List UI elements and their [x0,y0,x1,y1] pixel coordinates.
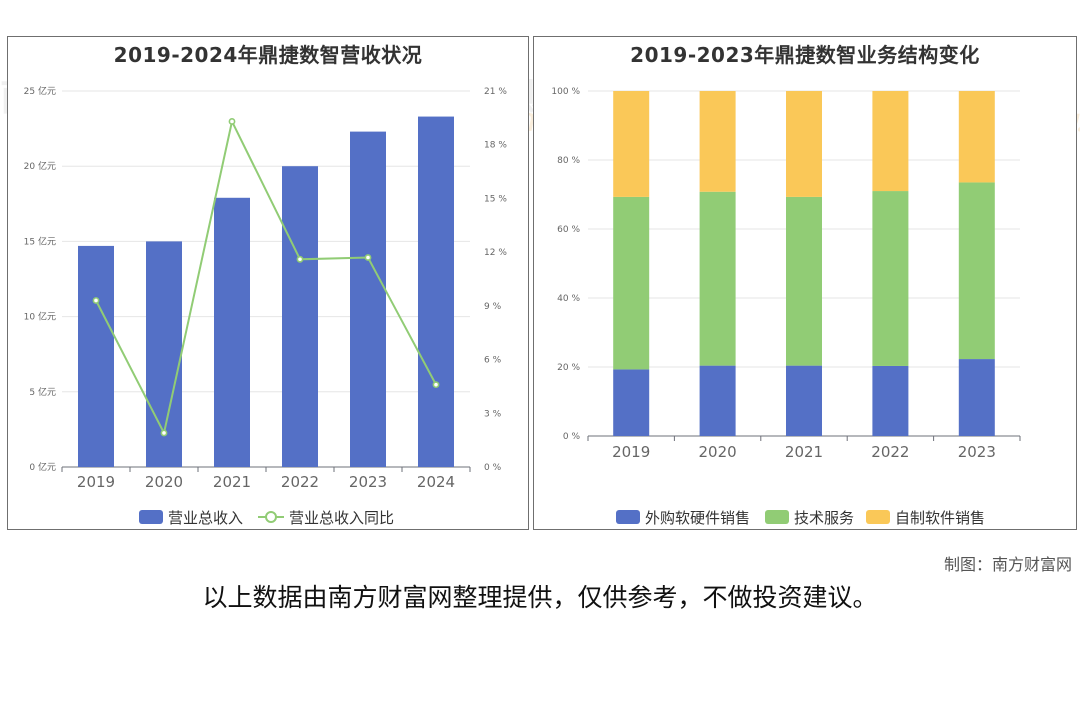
x-axis-tick-label: 2020 [145,473,183,491]
right-axis-tick-label: 12 % [484,248,507,258]
y-axis-tick-label: 80 % [557,156,580,166]
revenue-chart-canvas: 0 亿元 5 亿元 10 亿元 15 亿元 20 亿元 25 亿元 0 % 3 % 6 % 9 %… [24,85,508,527]
legend-swatch [866,510,890,524]
right-axis-tick-label: 6 % [484,356,502,366]
revenue-growth-point [364,254,372,261]
revenue-bar [78,245,114,467]
legend-label-growth: 营业总收入同比 [289,509,394,527]
y-axis-tick-label: 60 % [557,225,580,235]
revenue-bar [350,131,386,467]
revenue-bar [282,166,318,467]
stacked-bar-segment [786,196,822,366]
x-axis-tick-label: 2024 [417,473,455,491]
stacked-bar-segment [872,191,909,366]
revenue-bar [214,197,250,467]
stacked-bar-segment [699,191,736,366]
y-axis-tick-label: 100 % [551,87,580,97]
right-axis-tick-label: 9 % [484,302,502,312]
stacked-bar-segment [872,365,909,436]
right-axis-tick-label: 3 % [484,409,502,419]
revenue-growth-point [296,255,304,263]
stacked-bar-segment [699,91,736,192]
stacked-bar-segment [613,369,650,436]
left-axis-tick-label: 25 亿元 [24,85,56,97]
left-axis-tick-label: 15 亿元 [24,235,56,247]
revenue-chart-title: 2019-2024年鼎捷数智营收状况 [113,43,423,67]
revenue-growth-point [228,118,236,125]
x-axis-tick-label: 2022 [281,473,319,491]
structure-chart-canvas: 0 % 20 % 40 % 60 % 80 % 100 % 2019 2020 2021 2022… [551,87,1021,527]
revenue-bar [418,116,454,468]
left-axis-tick-label: 0 亿元 [29,461,56,473]
x-axis-tick-label: 2022 [871,443,909,461]
legend-label: 技术服务 [794,509,854,527]
y-axis-tick-label: 0 % [563,432,581,442]
right-axis-tick-label: 21 % [484,87,507,97]
stacked-bar-segment [699,365,736,436]
x-axis-tick-label: 2020 [699,443,737,461]
revenue-growth-point [160,429,168,437]
legend-swatch [765,510,789,524]
left-axis-tick-label: 5 亿元 [29,386,56,398]
left-axis-tick-label: 10 亿元 [24,311,56,323]
stacked-bar-segment [958,91,995,183]
revenue-growth-point [432,381,440,389]
stacked-bar-segment [786,365,822,436]
stacked-bar-segment [786,91,822,197]
legend-label: 自制软件销售 [895,509,985,527]
stacked-bar-segment [958,359,995,436]
right-axis-tick-label: 0 % [484,463,502,473]
revenue-growth-line [95,118,437,436]
legend-swatch [616,510,640,524]
chart-credit: 制图：南方财富网 [943,555,1072,574]
y-axis-tick-label: 20 % [557,363,580,373]
legend-label: 外购软硬件销售 [645,509,750,527]
stacked-bar-segment [613,196,650,370]
x-axis-tick-label: 2019 [612,443,650,461]
legend-marker-growth [265,511,277,523]
structure-chart-panel: 2019-2023年鼎捷数智业务结构变化 0 % 20 % 40 % 60 % 80 %… [533,36,1077,530]
stacked-bar-segment [872,91,909,192]
x-axis-tick-label: 2023 [958,443,996,461]
disclaimer-footnote: 以上数据由南方财富网整理提供，仅供参考，不做投资建议。 [202,583,878,612]
x-axis-tick-label: 2021 [785,443,823,461]
revenue-chart-panel: 2019-2024年鼎捷数智营收状况 0 亿元 5 亿元 10 亿元 15 亿元 20 … [7,36,529,530]
right-axis-tick-label: 18 % [484,141,507,151]
structure-chart-title: 2019-2023年鼎捷数智业务结构变化 [630,43,980,67]
x-axis-tick-label: 2019 [77,473,115,491]
right-axis-tick-label: 15 % [484,194,507,204]
legend-label-revenue: 营业总收入 [168,509,243,527]
x-axis-tick-label: 2021 [213,473,251,491]
legend-swatch-revenue [139,510,163,524]
stacked-bar-segment [613,91,650,197]
left-axis-tick-label: 20 亿元 [24,160,56,172]
y-axis-tick-label: 40 % [557,294,580,304]
x-axis-tick-label: 2023 [349,473,387,491]
stacked-bar-segment [958,182,995,360]
revenue-growth-point [92,297,100,304]
